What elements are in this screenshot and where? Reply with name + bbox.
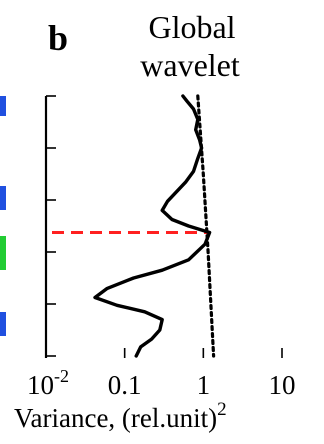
global-wavelet-spectrum-line [93,94,212,358]
x-tick-labels: 10-2 0.1 1 10 [27,366,296,400]
significance-line [196,94,216,358]
panel-letter: b [48,18,68,58]
edge-strip-segment [0,186,6,210]
series-group [93,94,216,358]
edge-strip-segment [0,96,6,116]
x-axis-label-sup: 2 [217,399,227,420]
x-tick-label-base: 10 [27,370,54,400]
x-tick-label-exp: -2 [54,366,69,386]
x-axis-label-main: Variance, (rel.unit) [14,403,217,433]
edge-strip-segment [0,236,6,270]
x-tick-label: 10-2 [27,366,69,400]
chart-title-line2: wavelet [140,47,240,83]
chart-title-line1: Global [148,9,235,45]
y-ticks [46,95,56,357]
colored-edge-strip [0,96,6,336]
x-axis-label: Variance, (rel.unit)2 [14,399,227,433]
x-tick-label: 0.1 [108,370,142,400]
edge-strip-segment [0,312,6,336]
x-tick-label: 1 [197,370,211,400]
x-ticks [45,348,283,358]
x-tick-label: 10 [269,370,296,400]
